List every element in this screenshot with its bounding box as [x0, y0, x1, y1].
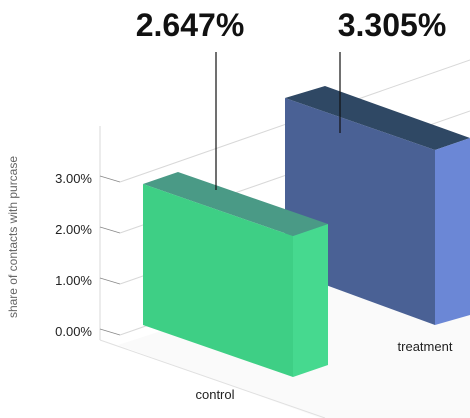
- x-category-label: control: [195, 387, 234, 402]
- bar-control-side: [293, 224, 328, 377]
- y-axis-ticks: 0.00% 1.00% 2.00% 3.00%: [55, 171, 92, 339]
- floor-front-edge: [99, 339, 326, 418]
- y-tick-label: 2.00%: [55, 222, 92, 237]
- bar-control-front: [143, 184, 293, 377]
- y-tick-label: 1.00%: [55, 273, 92, 288]
- y-axis-label: share of contacts with purcase: [6, 156, 20, 318]
- y-tick-label: 3.00%: [55, 171, 92, 186]
- gridline: [99, 277, 121, 285]
- data-label-control: 2.647%: [136, 7, 245, 43]
- x-category-label: treatment: [398, 339, 453, 354]
- data-label-treatment: 3.305%: [338, 7, 447, 43]
- bar-treatment-side: [435, 138, 470, 325]
- y-tick-label: 0.00%: [55, 324, 92, 339]
- gridline: [99, 328, 121, 336]
- gridline: [99, 226, 121, 234]
- bar-control: [143, 172, 328, 377]
- gridline: [99, 175, 121, 183]
- bar-control-top: [143, 172, 328, 236]
- bar-treatment-top: [285, 86, 470, 150]
